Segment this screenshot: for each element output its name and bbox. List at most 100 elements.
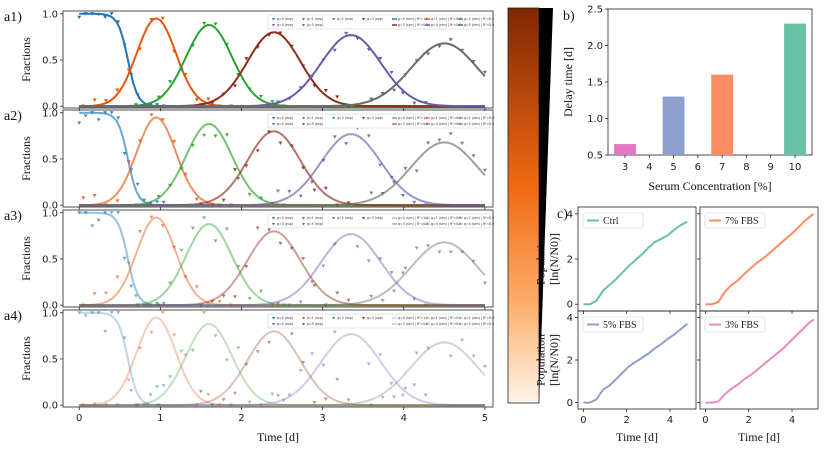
panel-c-ylabel-line: [ln(N/N0)] [547,334,561,386]
panel-a-data-marker [412,297,417,302]
panel-a-legend-text: g=4 (sim) | R²=0.9 [431,122,461,126]
panel-a-data-marker [233,84,237,88]
panel-a-data-marker [247,400,252,405]
panel-a-ylabel: Fractions [19,336,33,381]
panel-a-legend-text: g=3 (sim) | R²=0.8 [398,322,428,326]
panel-a-data-marker [400,271,405,275]
panel-a-data-marker [116,211,121,215]
panel-a-legend-text: g=3 (exp) [367,116,383,120]
panel-a-legend-marker [302,317,305,320]
panel-a-data-marker [287,97,292,101]
panel-a-data-marker [168,183,173,188]
panel-a-data-marker [278,31,283,35]
panel-a-data-marker [471,259,476,264]
panel-a-data-marker [77,121,82,125]
panel-b-xtick-label: 5 [670,162,676,173]
panel-a-data-marker [161,302,166,306]
panel-b-xtick-label: 10 [789,162,802,173]
panel-a-data-marker [129,284,134,288]
panel-a-series-line-g0 [79,211,485,307]
panel-a-data-marker [202,133,207,138]
panel-a-data-marker [392,289,397,293]
panel-b-ytick-label: 1.0 [587,114,603,125]
panel-b-label: b) [563,9,575,24]
panel-a-data-marker [134,403,139,407]
panel-c-legend-text: 3% FBS [725,320,759,331]
panel-a-data-marker [81,303,86,307]
panel-a-legend-marker [362,117,365,120]
panel-a-data-marker [276,100,280,105]
panel-a-ytick-label: 0.0 [42,201,58,212]
panel-a-data-marker [103,111,108,115]
panel-a-legend-marker [362,217,365,220]
panel-a-data-marker [198,303,203,307]
panel-a-legend-text: g=0 (exp) [277,216,293,220]
panel-a-series-line-g4 [79,333,485,407]
panel-a-legend-text: g=5 (exp) [307,322,323,326]
panel-a-data-marker [126,378,131,382]
panel-a-data-marker [380,92,385,96]
panel-a-data-marker [267,33,272,38]
panel-a-data-marker [126,261,131,266]
panel-a-data-marker [380,299,385,303]
panel-a-data-marker [224,133,229,137]
colorbar-group [507,7,553,404]
panel-a-data-marker [414,351,419,355]
panel-a-data-marker [423,393,428,398]
panel-a-data-marker [312,84,317,88]
panel-b-ytick-label: 0.5 [587,151,603,162]
panel-a-ytick-label: 0.0 [42,401,58,412]
panel-a-data-marker [369,403,374,407]
panel-a-data-marker [270,303,275,307]
panel-a-data-marker [77,15,82,20]
panel-a-data-marker [460,141,465,146]
panel-a-legend-marker [302,18,305,21]
panel-a-data-marker [210,299,215,304]
panel-a-axes-frame [62,10,494,109]
panel-a-data-marker [217,300,222,304]
panel-a-data-marker [126,68,131,72]
panel-a-legend-box [267,14,491,30]
panel-a-data-marker [129,72,134,77]
panel-a-data-marker [81,196,86,200]
panel-a-xlabel: Time [d] [257,430,299,444]
panel-a-legend-text: g=2 (exp) [337,316,353,320]
panel-a-legend-text: g=0 (exp) [277,17,293,21]
panel-a-data-marker [482,365,487,369]
panel-a-series-line-g3 [79,330,485,407]
panel-a-data-marker [267,228,272,232]
panel-a-legend-text: g=3 (sim) | R²=0.8 [398,222,428,226]
panel-a-data-marker [90,111,95,115]
panel-a-legend-marker [332,117,335,120]
panel-a-data-marker [96,118,101,122]
panel-a-data-marker [126,160,131,164]
panel-a-data-marker [298,194,303,199]
panel-a-series-line-g5 [79,42,486,108]
panel-a-data-marker [289,144,294,148]
panel-a-data-marker [369,294,374,299]
panel-a-data-marker [400,194,405,198]
panel-a-data-marker [83,314,88,318]
panel-a-data-marker [224,227,229,231]
panel-a-data-marker [355,245,360,249]
panel-a-data-marker [160,311,165,315]
panel-a-series-line-g2 [79,23,485,108]
panel-a-data-marker [423,203,428,207]
panel-a-data-marker [194,197,199,202]
panel-a-legend-text: g=4 (exp) [277,23,293,27]
panel-a-data-marker [247,87,252,91]
panel-a-data-marker [92,292,97,296]
panel-a-data-marker [96,218,101,223]
panel-a-data-marker [206,97,211,101]
panel-a-legend-marker [272,317,275,320]
panel-a-data-marker [236,264,241,269]
panel-b-xtick-label: 4 [646,162,652,173]
panel-a-data-marker [168,80,173,84]
panel-b-group: b) 3 4 5 6 7 8 9 10 0.5 1.0 1.5 2.0 2.5 Serum Concentr… [561,5,813,193]
panel-a-data-marker [344,31,349,36]
panel-a-data-marker [160,118,165,122]
panel-a-data-marker [281,303,286,307]
panel-a-data-marker [244,164,249,168]
panel-b-axes-frame [607,8,813,156]
